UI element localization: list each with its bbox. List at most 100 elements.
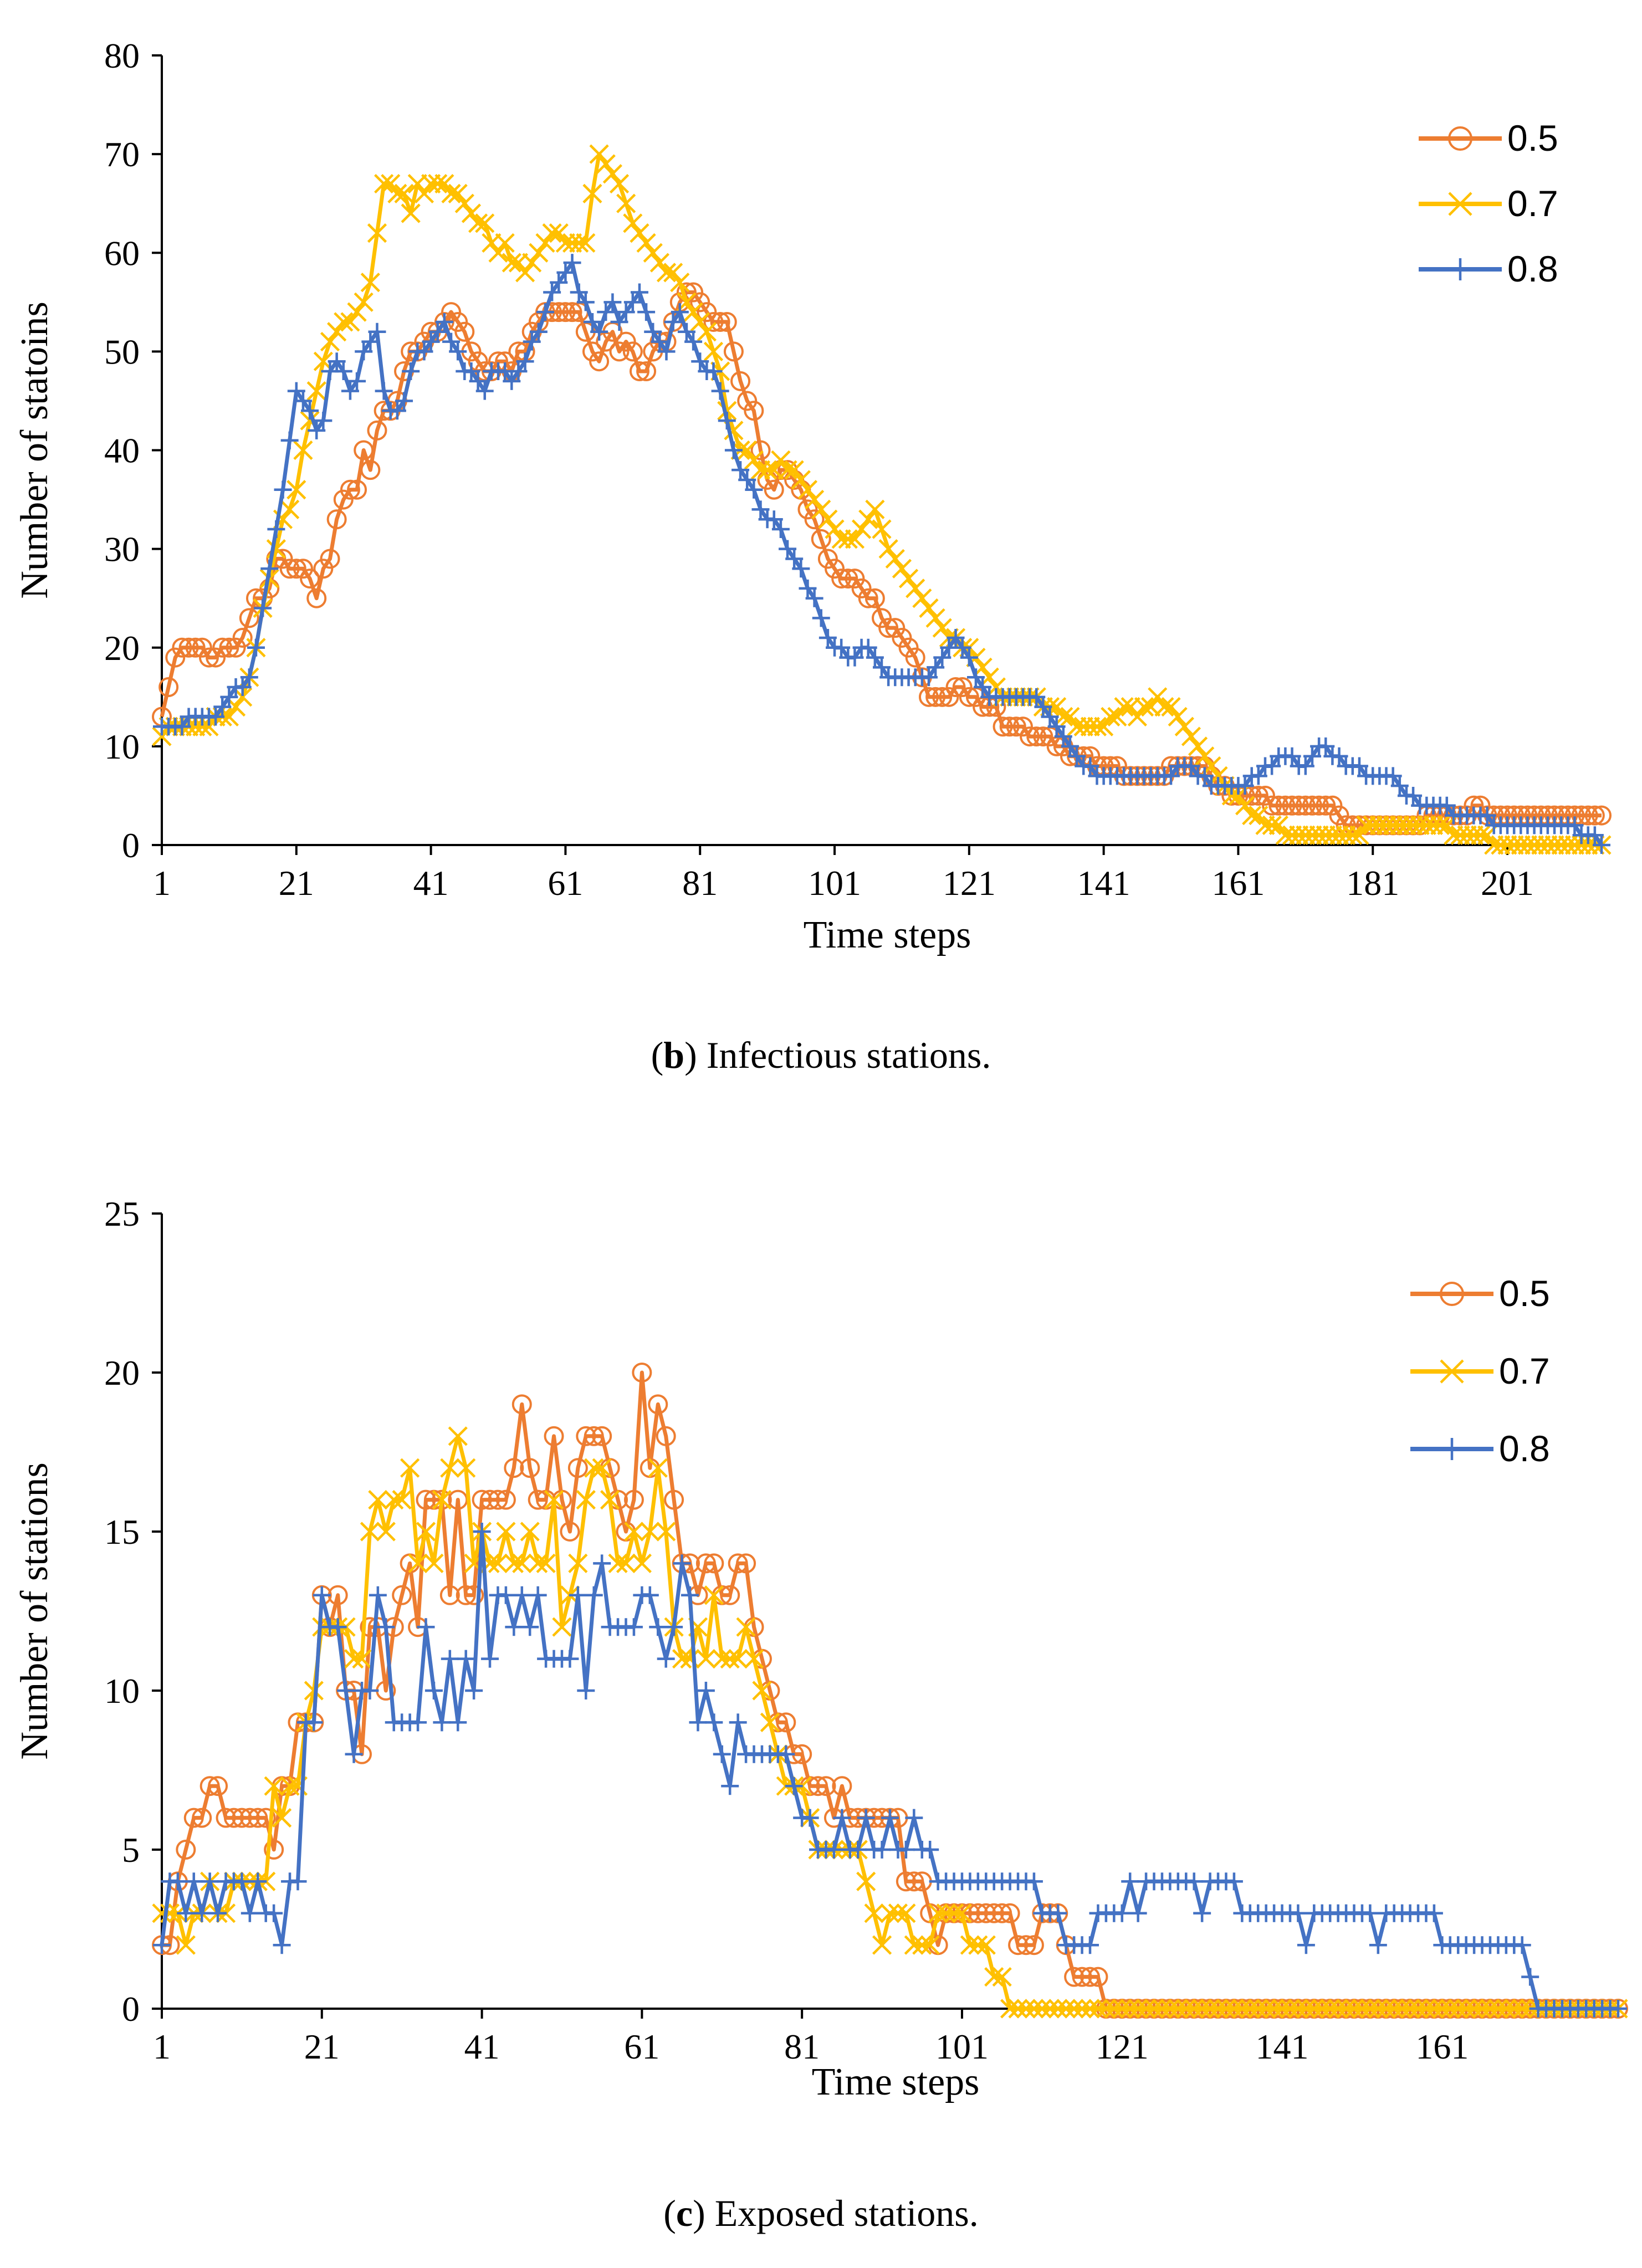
panel-c-data-point xyxy=(625,1618,643,1636)
panel-b-data-point xyxy=(690,312,710,332)
panel-b-data-point xyxy=(523,332,541,351)
panel-b-data-point xyxy=(966,668,985,687)
panel-b-data-point xyxy=(1020,726,1040,747)
panel-c-data-point xyxy=(185,1872,203,1891)
panel-b-data-point xyxy=(529,322,548,341)
panel-b-y-tick-label: 50 xyxy=(104,332,140,371)
panel-b-data-point xyxy=(1470,825,1491,845)
panel-b-data-point xyxy=(441,183,461,203)
panel-c-data-point xyxy=(1216,1999,1236,2019)
panel-c-y-axis-title: Number of stations xyxy=(13,1462,56,1760)
panel-b-data-point xyxy=(952,677,973,697)
panel-c-data-point xyxy=(664,1489,684,1510)
panel-b-y-tick-label: 70 xyxy=(104,135,140,174)
panel-b-data-point xyxy=(374,173,394,194)
panel-b-data-point xyxy=(247,638,265,657)
panel-c-data-point xyxy=(432,1490,452,1510)
panel-c-data-point xyxy=(1248,1999,1268,2019)
panel-c-data-point xyxy=(1344,1999,1364,2019)
panel-b-legend-label: 0.7 xyxy=(1507,183,1558,224)
caption-c-open: ( xyxy=(663,2192,676,2234)
panel-c-data-point xyxy=(616,1553,636,1573)
panel-c-data-point xyxy=(344,1649,364,1669)
panel-c-data-point xyxy=(233,1872,251,1891)
panel-b-x-tick-label: 21 xyxy=(279,863,314,903)
panel-c-y-tick-label: 15 xyxy=(104,1512,140,1552)
panel-b-data-point xyxy=(274,480,292,499)
panel-b-data-point xyxy=(165,647,186,668)
panel-b-data-point xyxy=(287,480,306,500)
panel-c-data-point xyxy=(1312,1999,1332,2019)
panel-b-data-point xyxy=(791,470,811,490)
panel-c-data-point xyxy=(864,1903,884,1923)
panel-b-data-point xyxy=(784,460,804,480)
panel-b-data-point xyxy=(260,560,279,578)
panel-b-data-point xyxy=(461,203,482,223)
panel-b-data-point xyxy=(219,637,239,658)
panel-c-data-point xyxy=(345,1745,363,1763)
panel-b-data-point xyxy=(596,154,616,174)
panel-c-data-point xyxy=(1369,1936,1387,1954)
panel-c-data-point xyxy=(384,1490,404,1510)
panel-b-data-point xyxy=(663,263,683,283)
panel-b-data-point xyxy=(360,273,380,293)
panel-b-data-point xyxy=(851,519,872,539)
panel-b-data-point xyxy=(819,628,837,647)
panel-c-data-point xyxy=(1008,1999,1028,2019)
panel-c-data-point xyxy=(1032,1999,1052,2019)
panel-b-data-point xyxy=(832,638,851,657)
panel-c-data-point xyxy=(656,1522,676,1542)
panel-c-data-point xyxy=(265,1904,283,1922)
panel-c-data-point xyxy=(177,1904,195,1922)
panel-b-data-point xyxy=(361,332,380,351)
panel-b-data-point xyxy=(394,183,414,203)
panel-c-data-point xyxy=(832,1776,852,1796)
panel-b-data-point xyxy=(341,382,359,400)
panel-b-data-point xyxy=(764,479,784,500)
panel-c-data-point xyxy=(696,1649,716,1669)
panel-b-data-point xyxy=(797,480,818,500)
panel-b-y-axis-title: Number of statoins xyxy=(13,301,56,599)
panel-b-legend-label: 0.8 xyxy=(1507,248,1558,289)
panel-b-y-tick-label: 20 xyxy=(104,628,140,668)
panel-c-data-point xyxy=(577,1682,595,1699)
caption-infectious: (b) Infectious stations. xyxy=(0,1033,1642,1077)
panel-c-legend-entry-0-7: 0.7 xyxy=(1410,1350,1550,1391)
panel-b-data-point xyxy=(845,569,865,589)
panel-c-data-point xyxy=(569,1586,587,1604)
panel-c-data-point xyxy=(360,1522,380,1542)
panel-c-data-point xyxy=(439,1585,460,1605)
panel-b-data-point xyxy=(1404,786,1423,805)
panel-b-data-point xyxy=(320,549,340,569)
panel-b-data-point xyxy=(515,263,535,283)
panel-b-data-point xyxy=(381,173,401,194)
panel-c-data-point xyxy=(849,1841,867,1859)
panel-b-data-point xyxy=(388,402,406,420)
panel-c-data-point xyxy=(704,1585,724,1605)
panel-c-data-point xyxy=(657,1650,675,1668)
panel-b-data-point xyxy=(932,618,952,638)
panel-b-data-point xyxy=(300,569,320,589)
panel-b-data-point xyxy=(771,520,790,538)
panel-b-x-tick-label: 141 xyxy=(1077,863,1131,903)
panel-c-data-point xyxy=(801,1809,819,1827)
panel-b-data-point xyxy=(1148,687,1168,707)
panel-b-data-point xyxy=(1262,815,1282,835)
panel-b-data-point xyxy=(582,183,602,203)
panel-c-data-point xyxy=(1609,2000,1627,2018)
panel-c-data-point xyxy=(624,1522,644,1542)
panel-c-data-point xyxy=(1096,1999,1116,2019)
panel-b-data-point xyxy=(1188,736,1208,756)
panel-c-data-point xyxy=(1049,1904,1067,1922)
panel-b-data-point xyxy=(320,331,340,352)
panel-c-data-point xyxy=(1128,1999,1148,2019)
panel-b-data-point xyxy=(1068,747,1086,765)
panel-b-data-point xyxy=(1330,747,1348,765)
panel-b-data-point xyxy=(1585,826,1604,844)
panel-b-data-point xyxy=(333,489,354,510)
panel-b-data-point xyxy=(723,341,744,362)
panel-c-data-point xyxy=(976,1935,996,1955)
panel-c-data-point xyxy=(1120,1999,1140,2019)
panel-c-data-point xyxy=(1176,1999,1196,2019)
